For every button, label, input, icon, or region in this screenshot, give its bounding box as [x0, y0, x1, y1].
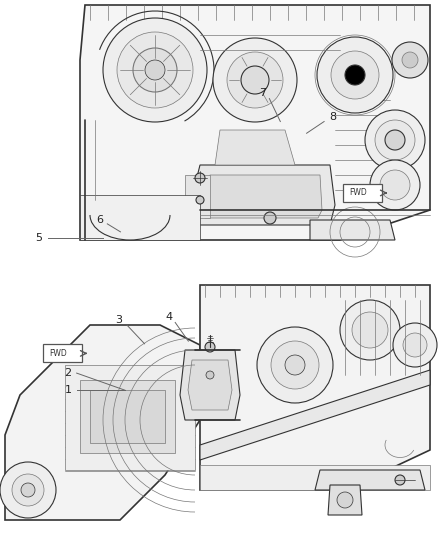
- Circle shape: [133, 48, 177, 92]
- Circle shape: [271, 341, 319, 389]
- Circle shape: [103, 18, 207, 122]
- Circle shape: [264, 212, 276, 224]
- Text: 7: 7: [259, 88, 266, 98]
- Text: 2: 2: [64, 368, 71, 378]
- Polygon shape: [190, 165, 335, 225]
- Circle shape: [117, 32, 193, 108]
- Circle shape: [195, 173, 205, 183]
- Circle shape: [257, 327, 333, 403]
- Polygon shape: [80, 195, 200, 240]
- Polygon shape: [80, 380, 175, 453]
- Circle shape: [213, 38, 297, 122]
- Circle shape: [385, 130, 405, 150]
- Circle shape: [392, 42, 428, 78]
- Text: 8: 8: [329, 112, 336, 122]
- Polygon shape: [200, 370, 430, 460]
- FancyBboxPatch shape: [343, 184, 382, 202]
- Circle shape: [352, 312, 388, 348]
- Circle shape: [337, 492, 353, 508]
- Circle shape: [340, 300, 400, 360]
- Circle shape: [196, 196, 204, 204]
- Text: 1: 1: [64, 385, 71, 395]
- Polygon shape: [5, 325, 200, 520]
- Polygon shape: [315, 470, 425, 490]
- Polygon shape: [180, 350, 240, 420]
- Polygon shape: [310, 220, 395, 240]
- Circle shape: [205, 342, 215, 352]
- Circle shape: [206, 371, 214, 379]
- Polygon shape: [185, 175, 210, 218]
- Polygon shape: [188, 360, 232, 410]
- Circle shape: [345, 65, 365, 85]
- Text: FWD: FWD: [49, 349, 67, 358]
- Circle shape: [0, 462, 56, 518]
- Text: 4: 4: [165, 312, 172, 322]
- Polygon shape: [90, 390, 165, 443]
- Polygon shape: [202, 175, 322, 218]
- Circle shape: [380, 170, 410, 200]
- Circle shape: [370, 160, 420, 210]
- Text: FWD: FWD: [349, 189, 367, 197]
- Circle shape: [393, 323, 437, 367]
- Circle shape: [21, 483, 35, 497]
- Circle shape: [402, 52, 418, 68]
- Text: 6: 6: [96, 215, 103, 225]
- Text: 5: 5: [35, 233, 42, 243]
- Polygon shape: [200, 285, 430, 490]
- Polygon shape: [65, 365, 195, 470]
- Polygon shape: [80, 5, 430, 240]
- Circle shape: [403, 333, 427, 357]
- Circle shape: [317, 37, 393, 113]
- Circle shape: [12, 474, 44, 506]
- Text: 3: 3: [115, 315, 122, 325]
- Polygon shape: [328, 485, 362, 515]
- Circle shape: [241, 66, 269, 94]
- Circle shape: [395, 475, 405, 485]
- Polygon shape: [215, 130, 295, 165]
- Polygon shape: [200, 465, 430, 490]
- Circle shape: [285, 355, 305, 375]
- Circle shape: [227, 52, 283, 108]
- Circle shape: [145, 60, 165, 80]
- Circle shape: [375, 120, 415, 160]
- FancyBboxPatch shape: [43, 344, 82, 362]
- Circle shape: [365, 110, 425, 170]
- Circle shape: [331, 51, 379, 99]
